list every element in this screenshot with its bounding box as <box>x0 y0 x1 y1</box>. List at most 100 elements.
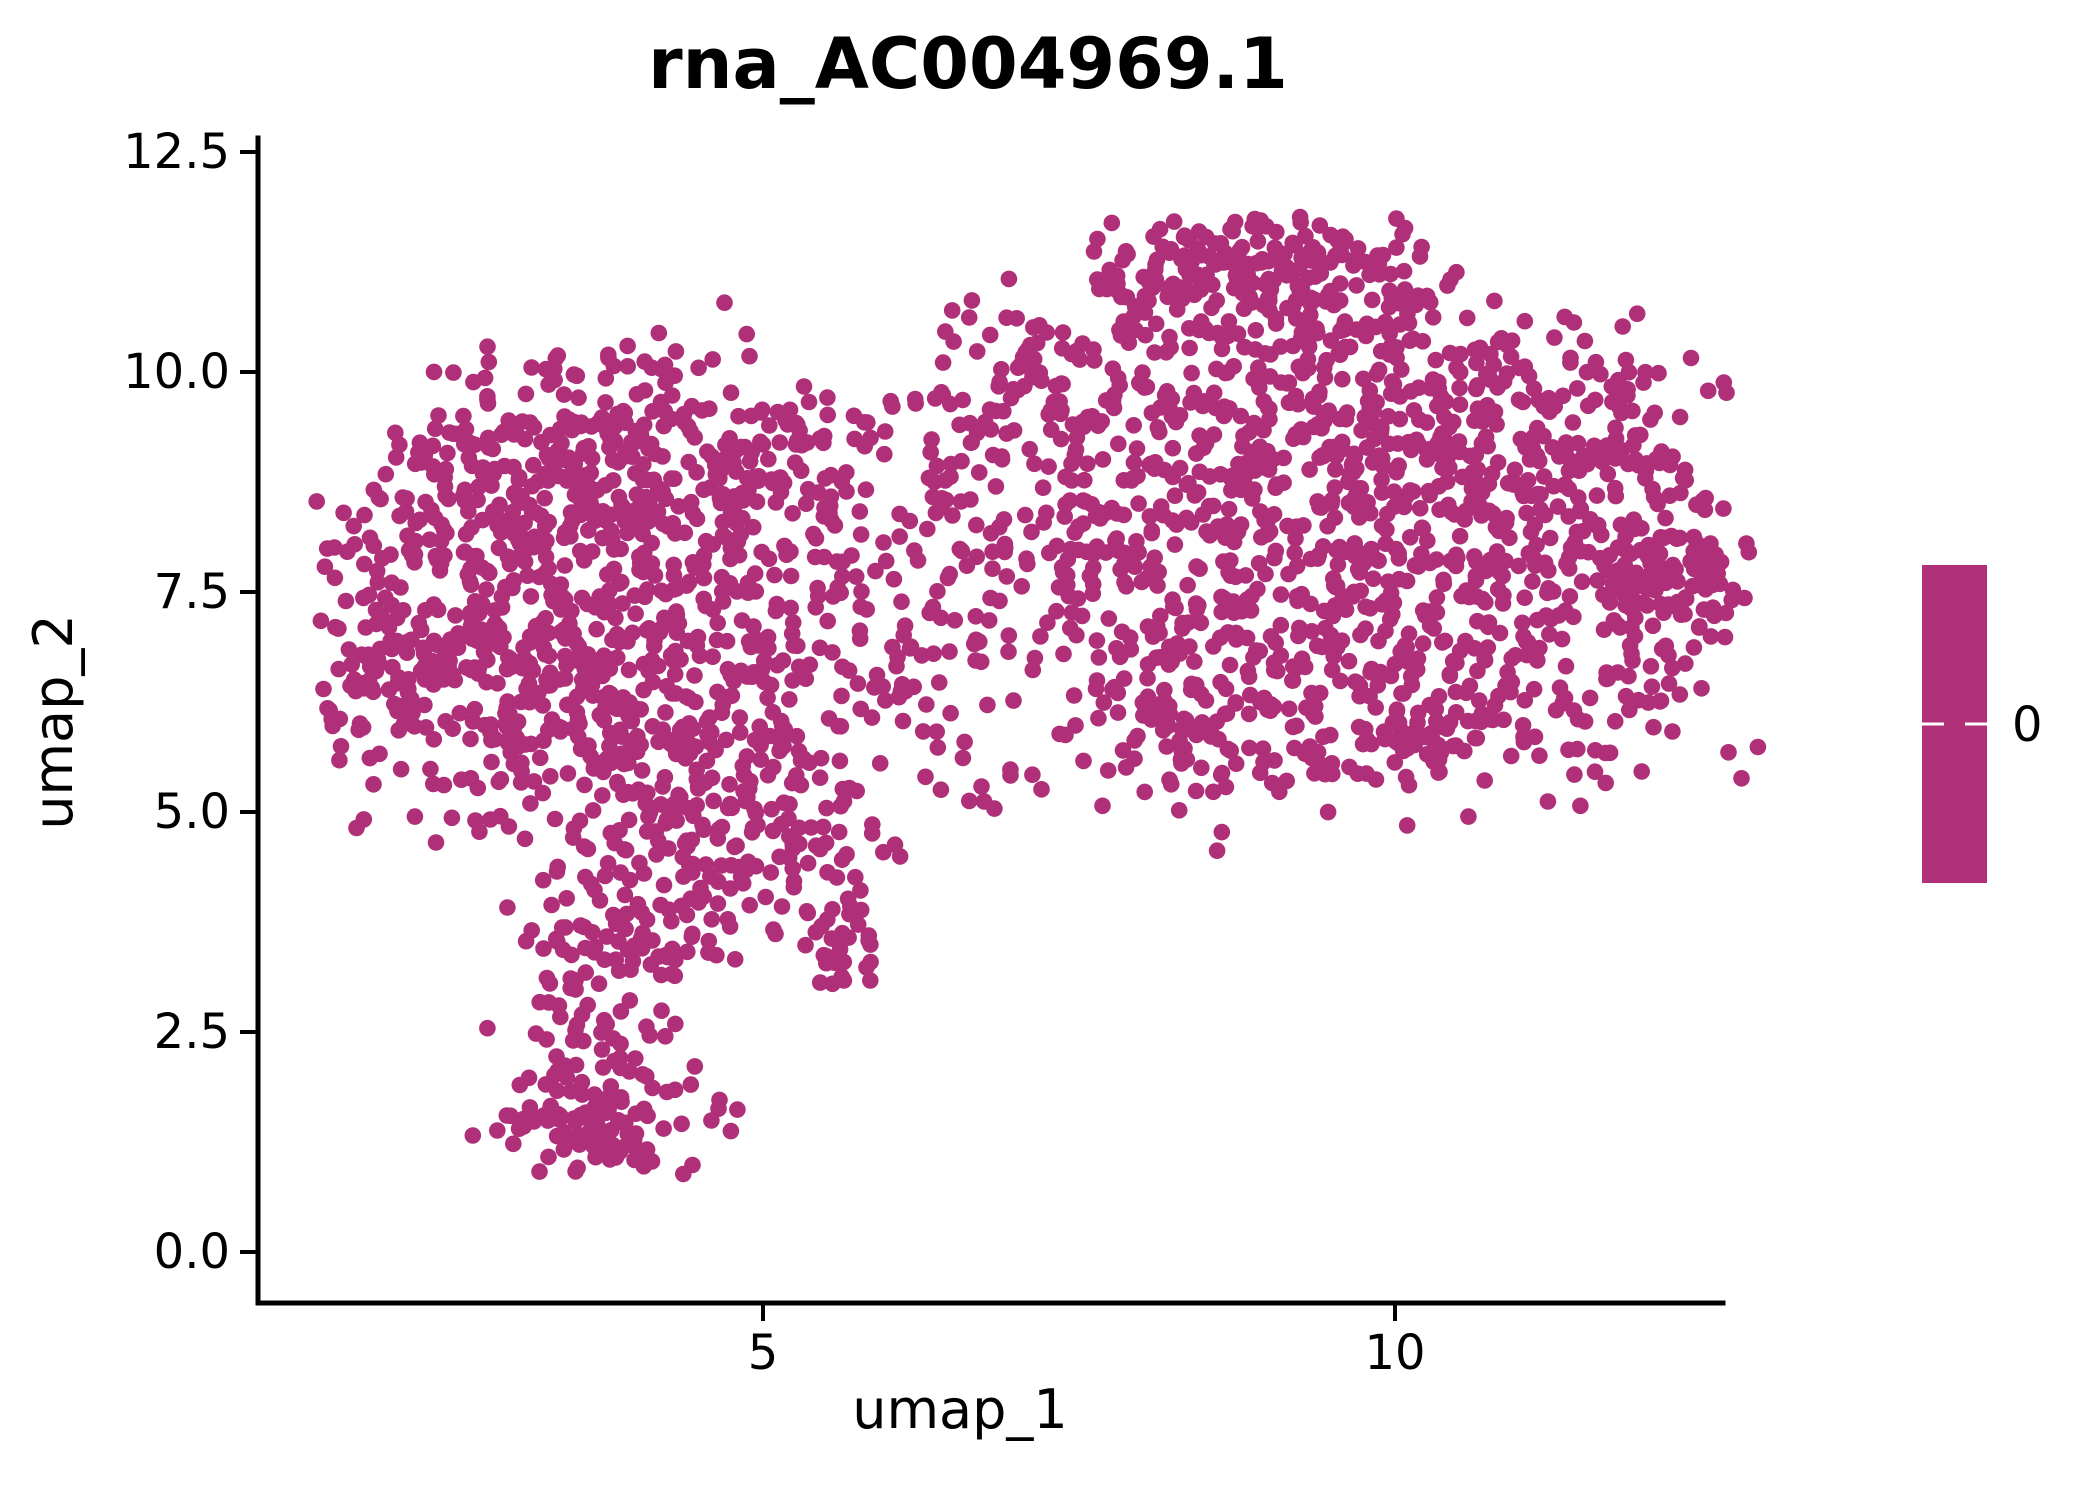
data-point <box>1253 254 1270 271</box>
data-point <box>443 809 461 827</box>
data-point <box>479 338 496 356</box>
data-point <box>718 632 736 650</box>
data-point <box>847 868 864 886</box>
data-point <box>609 775 626 793</box>
data-point <box>1633 763 1650 780</box>
data-point <box>793 436 811 454</box>
data-point <box>1626 627 1644 645</box>
data-point <box>619 358 636 375</box>
data-point <box>688 464 705 481</box>
data-point <box>867 562 884 580</box>
data-point <box>427 834 445 851</box>
scatter-points <box>308 208 1767 1183</box>
data-point <box>1395 685 1412 702</box>
data-point <box>1061 492 1079 509</box>
data-point <box>741 896 758 914</box>
data-point <box>1187 782 1205 800</box>
data-point <box>1341 338 1359 356</box>
data-point <box>644 673 662 691</box>
data-point <box>1320 402 1337 420</box>
data-point <box>1240 705 1258 723</box>
data-point <box>1051 393 1068 410</box>
data-point <box>392 760 410 778</box>
data-point <box>852 700 869 718</box>
data-point <box>573 1086 591 1103</box>
data-point <box>677 750 694 767</box>
data-point <box>1613 383 1631 401</box>
data-point <box>1541 529 1559 547</box>
data-point <box>1000 627 1018 644</box>
data-point <box>617 444 634 462</box>
data-point <box>972 653 990 671</box>
data-point <box>492 807 509 825</box>
data-point <box>1568 523 1586 541</box>
data-point <box>594 1059 612 1076</box>
data-point <box>1595 621 1613 638</box>
data-point <box>525 456 542 474</box>
x-axis-label: umap_1 <box>852 1378 1068 1441</box>
data-point <box>1393 361 1410 378</box>
data-point <box>1125 417 1142 434</box>
data-point <box>993 361 1010 378</box>
data-point <box>1458 309 1476 327</box>
data-point <box>629 895 647 913</box>
data-point <box>653 1002 670 1019</box>
data-point <box>1303 623 1321 640</box>
data-point <box>676 735 693 752</box>
data-point <box>463 519 480 536</box>
data-point <box>1562 354 1579 371</box>
data-point <box>984 543 1001 560</box>
data-point <box>998 425 1015 442</box>
data-point <box>896 617 914 634</box>
data-point <box>1254 740 1272 757</box>
data-point <box>1736 589 1753 607</box>
data-point <box>1418 746 1436 763</box>
data-point <box>495 629 512 646</box>
data-point <box>483 753 500 771</box>
data-point <box>572 506 590 524</box>
data-point <box>1168 301 1186 318</box>
data-point <box>1026 455 1043 473</box>
data-point <box>1085 559 1102 576</box>
data-point <box>1541 626 1558 643</box>
data-point <box>1330 244 1348 262</box>
data-point <box>553 434 570 452</box>
data-point <box>1263 774 1281 792</box>
data-point <box>918 696 935 713</box>
data-point <box>1309 550 1326 567</box>
data-point <box>1051 725 1068 743</box>
data-point <box>1671 686 1689 703</box>
data-point <box>612 1089 630 1106</box>
data-point <box>633 495 651 512</box>
data-point <box>1219 624 1237 641</box>
data-point <box>1032 628 1049 645</box>
data-point <box>680 573 698 591</box>
data-point <box>573 494 591 511</box>
data-point <box>549 1105 567 1123</box>
data-point <box>1301 738 1319 755</box>
data-point <box>1402 668 1420 685</box>
data-point <box>784 505 801 522</box>
data-point <box>789 637 806 655</box>
data-point <box>360 586 378 604</box>
data-point <box>1074 515 1092 532</box>
data-point <box>824 644 841 661</box>
data-point <box>1172 751 1190 768</box>
data-point <box>815 434 832 452</box>
data-point <box>996 535 1014 553</box>
data-point <box>1309 324 1326 342</box>
data-point <box>483 477 500 494</box>
data-point <box>1039 614 1056 631</box>
data-point <box>826 517 844 534</box>
data-point <box>1430 380 1448 397</box>
data-point <box>498 1107 516 1124</box>
data-point <box>708 946 725 964</box>
data-point <box>561 1133 579 1150</box>
data-point <box>1498 509 1515 527</box>
data-point <box>1667 561 1684 578</box>
data-point <box>1599 465 1617 483</box>
data-point <box>1723 591 1740 609</box>
data-point <box>1334 370 1351 388</box>
data-point <box>548 863 566 880</box>
data-point <box>1112 647 1129 664</box>
